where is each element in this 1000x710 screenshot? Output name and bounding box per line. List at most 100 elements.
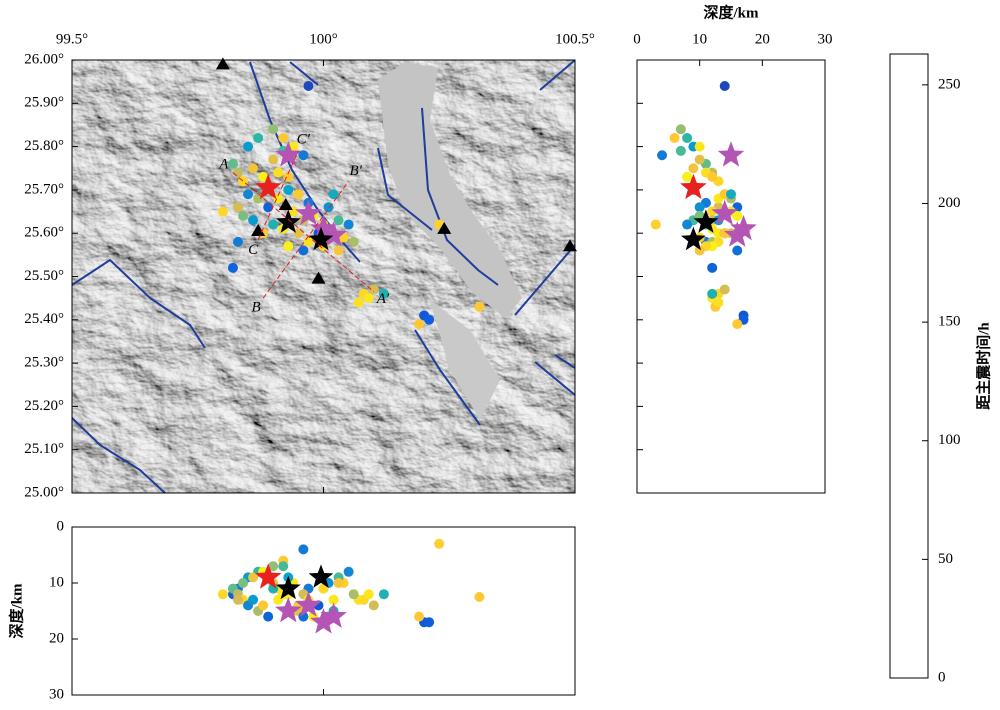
event [368, 284, 379, 295]
moderate-event [295, 591, 322, 617]
moderate-event [275, 597, 302, 623]
event [283, 241, 294, 252]
lake [378, 62, 522, 318]
x-tick-label: 100° [309, 31, 338, 47]
event [707, 171, 718, 182]
event [238, 578, 249, 588]
station [251, 224, 266, 237]
event [368, 600, 379, 611]
event [232, 594, 243, 605]
colorbar-tick-label: 150 [938, 314, 961, 330]
event [434, 538, 445, 549]
profile-label: B [251, 299, 260, 315]
y-tick-label: 10 [49, 574, 64, 590]
event [268, 219, 279, 230]
event [333, 245, 344, 256]
x-tick-label: 99.5° [56, 31, 88, 47]
event [682, 132, 693, 143]
y-tick-label: 25.70° [24, 181, 64, 197]
x-tick-label: 100.5° [555, 31, 595, 47]
map-background [72, 60, 575, 493]
profile-label: A′ [376, 291, 390, 307]
event [278, 561, 289, 572]
fault [414, 329, 481, 426]
moderate-event [310, 214, 337, 241]
y-tick-label: 0 [57, 518, 65, 534]
moderate-event [730, 214, 757, 241]
event [263, 202, 274, 213]
event [675, 145, 686, 156]
event [303, 236, 314, 247]
colorbar-label: 距主震时间/h [974, 322, 992, 410]
mainshock [680, 173, 707, 200]
y-tick-label: 25.90° [24, 95, 64, 111]
event [732, 245, 743, 256]
event [248, 215, 259, 226]
large-event [693, 209, 719, 233]
event [328, 594, 339, 605]
event [333, 215, 344, 226]
event [424, 617, 435, 628]
y-tick-label: 25.50° [24, 268, 64, 284]
event [298, 245, 309, 256]
event [268, 561, 279, 572]
moderate-event [711, 199, 738, 225]
event [682, 219, 693, 230]
event [268, 154, 279, 165]
colorbar-tick-label: 100 [938, 432, 961, 448]
event [719, 284, 730, 295]
event [713, 297, 724, 308]
event [694, 245, 705, 256]
event [682, 171, 693, 182]
event [732, 210, 743, 221]
event [243, 189, 254, 200]
large-event [308, 226, 334, 251]
moderate-event [724, 221, 751, 247]
large-event [681, 226, 706, 251]
event [414, 611, 425, 622]
event [248, 594, 259, 605]
y-tick-label: 30 [49, 686, 64, 702]
event [273, 167, 284, 178]
event [707, 206, 718, 217]
station [437, 221, 452, 234]
colorbar-tick-label: 0 [938, 669, 946, 685]
colorbar-tick-label: 250 [938, 76, 961, 92]
moderate-event [295, 199, 322, 225]
event [424, 314, 435, 325]
x-tick-label: 10 [692, 31, 707, 47]
event [238, 210, 249, 221]
event [248, 572, 259, 583]
event [283, 184, 294, 195]
station [311, 271, 326, 284]
profile-line [262, 180, 350, 299]
event [657, 150, 668, 161]
event [348, 589, 359, 600]
event [258, 600, 269, 611]
event [278, 132, 289, 143]
event [258, 171, 269, 182]
colorbar-tick-label: 50 [938, 551, 953, 567]
depth-axis-label: 深度/km [7, 583, 25, 639]
y-tick-label: 25.00° [24, 484, 64, 500]
station [562, 239, 577, 252]
event [217, 206, 228, 217]
event [348, 236, 359, 247]
event [217, 589, 228, 600]
event [378, 288, 389, 299]
y-tick-label: 25.80° [24, 138, 64, 154]
event [732, 319, 743, 330]
fault [249, 61, 361, 263]
fault [377, 147, 433, 231]
event [414, 319, 425, 330]
event [688, 163, 699, 174]
moderate-event [717, 141, 745, 167]
x-tick-label: 0 [633, 31, 641, 47]
event [293, 189, 304, 200]
y-tick-label: 25.10° [24, 441, 64, 457]
event [719, 80, 730, 91]
moderate-event [320, 221, 347, 247]
station [278, 198, 293, 211]
moderate-event [310, 608, 337, 634]
